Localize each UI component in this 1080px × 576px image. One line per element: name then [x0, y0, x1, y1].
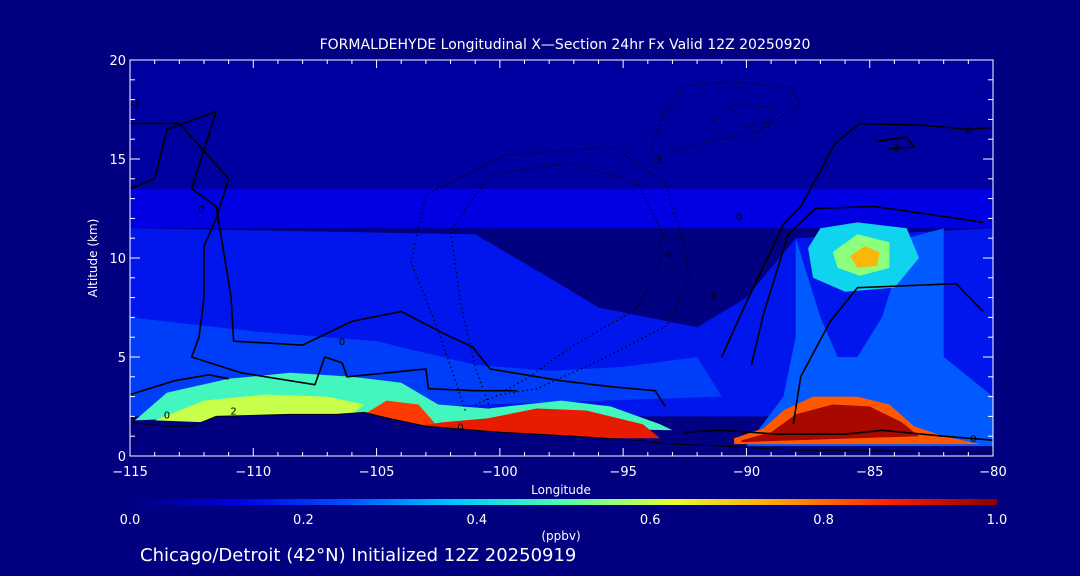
x-tick-label: −85 — [856, 465, 883, 480]
field-east-surface-max-core — [741, 404, 919, 443]
field-east-plume — [746, 228, 993, 447]
contour-value-label: 0 — [736, 212, 742, 223]
footer-caption: Chicago/Detroit (42°N) Initialized 12Z 2… — [140, 545, 576, 566]
contour-line — [130, 110, 666, 407]
x-tick-label: −90 — [733, 465, 760, 480]
contour-value-label: -6 — [663, 250, 673, 261]
colorbar-tick-label: 0.2 — [293, 513, 314, 528]
chart-title: FORMALDEHYDE Longitudinal X—Section 24hr… — [320, 37, 811, 53]
field-background-upper — [130, 60, 993, 189]
colorbar-unit-label: (ppbv) — [541, 529, 580, 543]
contour-value-label: 0 — [164, 410, 170, 421]
x-axis: −115 −110 −105 −100 −95 −90 −85 −80 — [112, 60, 1007, 480]
y-tick-label: 10 — [109, 252, 126, 267]
x-axis-label: Longitude — [531, 483, 591, 497]
colorbar-tick-label: 0.4 — [466, 513, 487, 528]
field-upper-band — [130, 188, 993, 229]
contour-value-label: 0 — [965, 125, 971, 136]
terrain — [130, 411, 993, 456]
field-west-surface-core — [154, 394, 365, 423]
contour-line-negative — [410, 146, 691, 411]
x-tick-label: −110 — [235, 465, 271, 480]
contour-line — [792, 282, 984, 425]
colorbar-tick-label: 1.0 — [987, 513, 1008, 528]
colorbar-gradient — [130, 499, 997, 505]
y-tick-label: 0 — [118, 450, 126, 465]
contour-line — [876, 136, 915, 150]
x-tick-label: −115 — [112, 465, 148, 480]
contour-value-label: 0 — [457, 422, 463, 433]
colorbar-ticks: 0.0 0.2 0.4 0.6 0.8 1.0 — [120, 513, 1008, 528]
contour-line — [130, 122, 518, 392]
contour-value-label: 0 — [198, 205, 204, 216]
contour-value-label: 2 — [230, 406, 236, 417]
contour-line — [130, 373, 229, 396]
contour-line-negative — [711, 102, 772, 128]
concentration-fields — [130, 60, 993, 447]
contour-line-negative — [449, 162, 664, 409]
plot-area: -2 0 0 0 2 0 0 0 0 0 -3 -5 -6 — [130, 60, 993, 456]
colorbar-tick-label: 0.0 — [120, 513, 141, 528]
contour-value-label: 0 — [339, 337, 345, 348]
y-tick-label: 20 — [109, 54, 126, 69]
contour-line — [750, 205, 984, 366]
colorbar-tick-label: 0.8 — [813, 513, 834, 528]
contour-value-label: 0 — [711, 292, 717, 303]
x-tick-label: −80 — [979, 465, 1006, 480]
contour-line-negative — [649, 81, 802, 154]
contour-line — [684, 429, 993, 441]
contour-line — [721, 122, 993, 358]
field-upper-max-core — [850, 246, 880, 268]
contour-lines — [130, 81, 993, 441]
terrain-mask — [130, 411, 993, 456]
contour-labels: -2 0 0 0 2 0 0 0 0 0 -3 -5 -6 — [130, 100, 976, 446]
x-tick-label: −105 — [359, 465, 395, 480]
contour-value-label: -2 — [130, 100, 140, 111]
y-tick-label: 15 — [109, 153, 126, 168]
colorbar: 0.0 0.2 0.4 0.6 0.8 1.0 (ppbv) — [120, 499, 1008, 543]
y-axis-label: Altitude (km) — [86, 219, 100, 298]
colorbar-tick-label: 0.6 — [640, 513, 661, 528]
y-tick-label: 5 — [118, 351, 126, 366]
x-tick-label: −95 — [609, 465, 636, 480]
contour-value-label: -3 — [889, 143, 899, 154]
contour-value-label: 0 — [970, 434, 976, 445]
x-tick-label: −100 — [482, 465, 518, 480]
contour-value-label: -5 — [653, 155, 663, 166]
